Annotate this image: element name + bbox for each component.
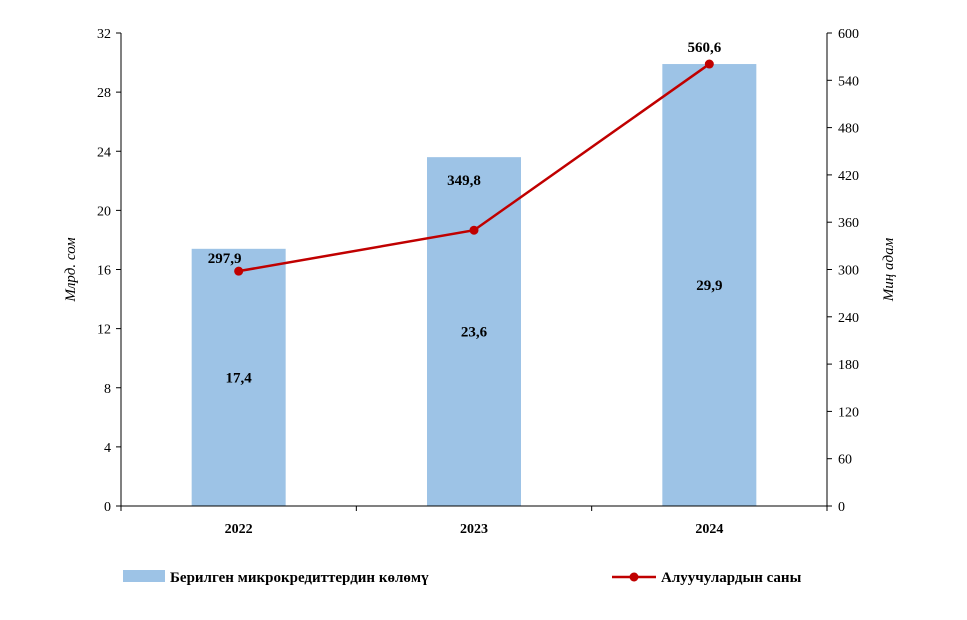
right-tick-label: 240: [838, 311, 859, 326]
bars-layer: [191, 64, 757, 507]
legend: Берилген микрокредиттердин көлөмү Алуучул…: [123, 570, 802, 586]
line-point-2022: [234, 266, 244, 276]
right-axis-title: Миң адам: [881, 237, 897, 302]
left-tick-label: 24: [97, 145, 111, 160]
legend-line-marker: [629, 572, 639, 582]
right-tick-label: 600: [838, 27, 859, 42]
right-tick-label: 420: [838, 169, 859, 184]
left-tick-label: 28: [97, 86, 111, 101]
left-tick-label: 32: [97, 27, 111, 42]
left-axis-title: Млрд. сом: [63, 237, 79, 303]
bar-2022: [191, 248, 286, 506]
right-tick-label: 180: [838, 358, 859, 373]
bar-2023: [427, 157, 521, 506]
axes-layer: 0481216202428320601201802403003604204805…: [63, 27, 897, 537]
left-tick-label: 4: [104, 441, 111, 456]
line-point-2024: [704, 59, 714, 69]
legend-bar-label: Берилген микрокредиттердин көлөмү: [170, 570, 429, 586]
x-tick-label: 2024: [695, 522, 723, 537]
x-tick-label: 2022: [225, 522, 253, 537]
legend-line-label: Алуучулардын саны: [661, 570, 802, 586]
line-value-label: 297,9: [208, 251, 242, 267]
right-tick-label: 120: [838, 405, 859, 420]
left-tick-label: 0: [104, 500, 111, 515]
bar-value-label: 17,4: [226, 370, 253, 386]
legend-bar-swatch: [123, 570, 165, 582]
right-tick-label: 0: [838, 500, 845, 515]
line-value-label: 560,6: [687, 40, 721, 56]
left-tick-label: 8: [104, 382, 111, 397]
bar-value-label: 29,9: [696, 278, 722, 294]
right-tick-label: 360: [838, 216, 859, 231]
line-layer: [234, 59, 714, 276]
line-value-label: 349,8: [447, 173, 481, 189]
left-tick-label: 20: [97, 204, 111, 219]
x-tick-label: 2023: [460, 522, 488, 537]
bar-value-label: 23,6: [461, 325, 488, 341]
bar-2024: [662, 64, 757, 507]
left-tick-label: 12: [97, 323, 111, 338]
line-point-2023: [469, 225, 479, 235]
data-labels-layer: 17,4 23,6 29,9 297,9 349,8 560,6: [208, 40, 723, 386]
right-tick-label: 60: [838, 453, 852, 468]
right-tick-label: 540: [838, 74, 859, 89]
right-tick-label: 300: [838, 264, 859, 279]
right-tick-label: 480: [838, 122, 859, 137]
left-tick-label: 16: [97, 264, 111, 279]
